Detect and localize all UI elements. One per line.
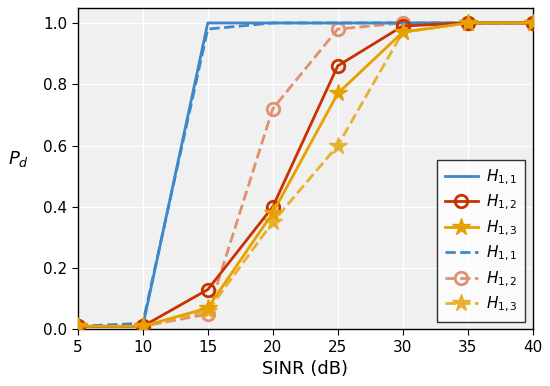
Y-axis label: $P_d$: $P_d$: [8, 149, 29, 169]
X-axis label: SINR (dB): SINR (dB): [262, 361, 348, 378]
Legend: $H_{1,1}$, $H_{1,2}$, $H_{1,3}$, $H_{1,1}$, $H_{1,2}$, $H_{1,3}$: $H_{1,1}$, $H_{1,2}$, $H_{1,3}$, $H_{1,1…: [437, 160, 525, 322]
